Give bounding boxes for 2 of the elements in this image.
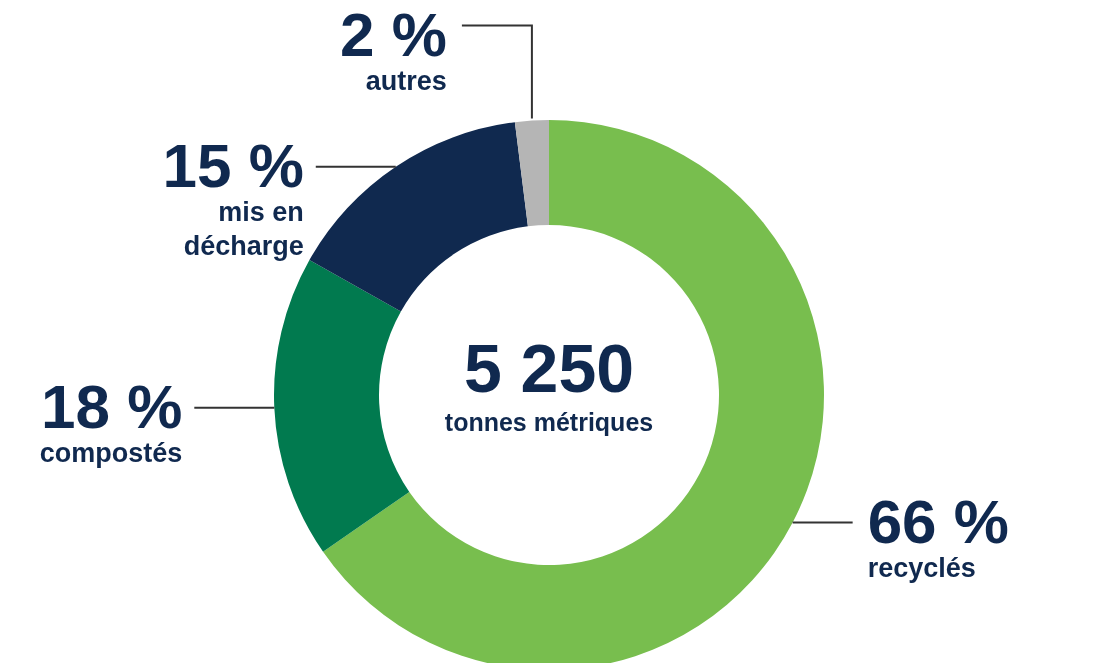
text: tonnes métriques <box>443 407 655 438</box>
text: 5 250 <box>462 330 636 406</box>
